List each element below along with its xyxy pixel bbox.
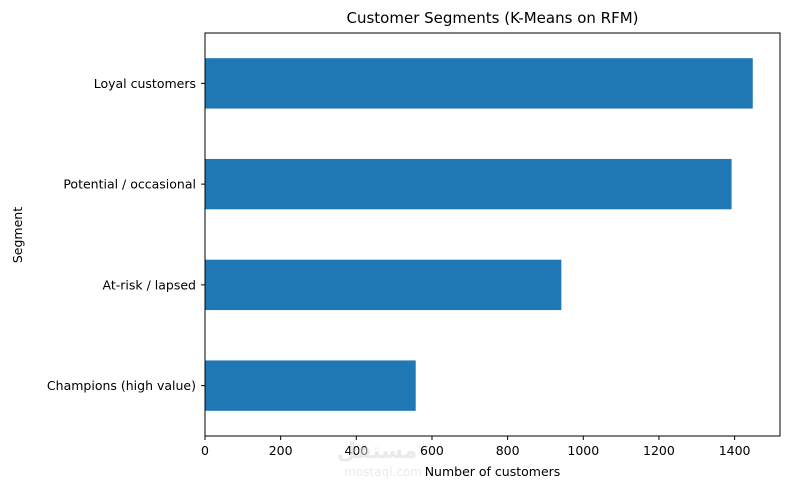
x-tick-label-2: 400 <box>344 443 368 458</box>
y-axis-label: Segment <box>10 207 25 263</box>
bar-3 <box>205 58 753 109</box>
x-tick-label-6: 1200 <box>643 443 675 458</box>
x-tick-label-3: 600 <box>420 443 444 458</box>
y-tick-label-3: Loyal customers <box>94 76 196 91</box>
plot-frame <box>204 32 781 437</box>
x-tick-label-5: 1000 <box>567 443 599 458</box>
bar-0 <box>205 360 416 411</box>
bars-group <box>205 58 753 411</box>
y-tick-label-0: Champions (high value) <box>47 378 196 393</box>
bar-2 <box>205 158 732 210</box>
chart-title: Customer Segments (K-Means on RFM) <box>347 9 639 27</box>
y-axis-ticks: Champions (high value) At-risk / lapsed Po… <box>47 76 205 393</box>
y-tick-label-2: Potential / occasional <box>63 177 196 192</box>
x-axis-ticks: 0 200 400 600 800 1000 1200 1400 <box>201 436 751 458</box>
watermark-logo: مستقل <box>337 439 417 464</box>
watermark: مستقل mostaql.com <box>337 439 422 479</box>
x-tick-label-0: 0 <box>201 443 209 458</box>
bar-1 <box>205 259 562 311</box>
x-tick-label-4: 800 <box>496 443 520 458</box>
y-tick-label-1: At-risk / lapsed <box>103 277 196 292</box>
x-tick-label-1: 200 <box>269 443 293 458</box>
watermark-site: mostaql.com <box>344 465 422 479</box>
x-axis-label: Number of customers <box>425 464 561 479</box>
x-tick-label-7: 1400 <box>719 443 751 458</box>
